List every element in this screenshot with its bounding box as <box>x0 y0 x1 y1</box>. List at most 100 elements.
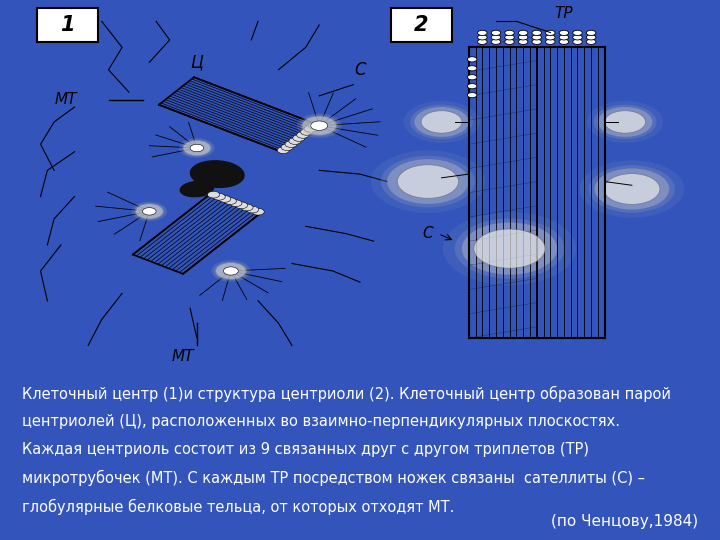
Circle shape <box>467 66 477 71</box>
Circle shape <box>219 195 231 202</box>
Circle shape <box>559 35 569 40</box>
Circle shape <box>491 39 500 44</box>
Circle shape <box>572 30 582 36</box>
Circle shape <box>586 35 596 40</box>
Circle shape <box>281 144 293 151</box>
Circle shape <box>477 39 487 44</box>
Text: центриолей (Ц), расположенных во взаимно-перпендикулярных плоскостях.: центриолей (Ц), расположенных во взаимно… <box>22 414 620 429</box>
Circle shape <box>505 39 514 44</box>
Circle shape <box>212 260 251 282</box>
Circle shape <box>518 30 528 36</box>
Circle shape <box>467 57 477 62</box>
Circle shape <box>132 201 167 221</box>
FancyBboxPatch shape <box>390 8 451 42</box>
Circle shape <box>474 229 545 268</box>
Circle shape <box>297 132 309 138</box>
Circle shape <box>302 116 336 135</box>
Circle shape <box>532 35 541 40</box>
Circle shape <box>491 30 500 36</box>
Circle shape <box>190 144 204 152</box>
Text: глобулярные белковые тельца, от которых отходят МТ.: глобулярные белковые тельца, от которых … <box>22 498 454 515</box>
Circle shape <box>215 262 247 280</box>
Text: Ц: Ц <box>190 53 203 71</box>
Circle shape <box>559 39 569 44</box>
Ellipse shape <box>191 161 244 187</box>
Circle shape <box>184 140 210 156</box>
Circle shape <box>230 200 242 206</box>
Circle shape <box>223 267 238 275</box>
Circle shape <box>289 138 301 144</box>
Text: 1: 1 <box>60 15 75 35</box>
Circle shape <box>559 30 569 36</box>
Text: (по Ченцову,1984): (по Ченцову,1984) <box>552 514 698 529</box>
Circle shape <box>308 123 320 129</box>
Circle shape <box>477 30 487 36</box>
Circle shape <box>246 206 258 213</box>
Circle shape <box>477 35 487 40</box>
Circle shape <box>580 160 684 218</box>
Circle shape <box>586 39 596 44</box>
Circle shape <box>403 101 480 143</box>
Circle shape <box>505 30 514 36</box>
Circle shape <box>182 140 212 156</box>
Circle shape <box>605 111 645 133</box>
Circle shape <box>397 165 459 198</box>
Circle shape <box>604 174 660 204</box>
Circle shape <box>277 147 289 153</box>
Circle shape <box>285 141 297 147</box>
Circle shape <box>297 113 341 138</box>
Circle shape <box>410 105 473 139</box>
Circle shape <box>179 138 215 158</box>
Circle shape <box>300 129 312 135</box>
Circle shape <box>135 203 164 220</box>
Circle shape <box>224 198 236 205</box>
Circle shape <box>595 168 670 210</box>
Text: ТР: ТР <box>554 6 573 22</box>
Circle shape <box>135 204 163 219</box>
Text: МТ: МТ <box>172 349 194 364</box>
Circle shape <box>462 222 557 275</box>
Circle shape <box>293 134 305 141</box>
Circle shape <box>532 30 541 36</box>
Circle shape <box>518 35 528 40</box>
Circle shape <box>311 121 328 130</box>
Text: С: С <box>354 61 366 79</box>
Circle shape <box>594 105 657 139</box>
Circle shape <box>241 204 253 211</box>
Circle shape <box>143 207 156 215</box>
Circle shape <box>589 165 675 213</box>
Circle shape <box>235 202 248 208</box>
Circle shape <box>546 35 555 40</box>
FancyBboxPatch shape <box>37 8 99 42</box>
Text: 2: 2 <box>414 15 428 35</box>
Circle shape <box>586 30 596 36</box>
Text: С: С <box>423 226 433 241</box>
Circle shape <box>305 125 317 132</box>
Circle shape <box>532 39 541 44</box>
Ellipse shape <box>180 181 214 197</box>
Circle shape <box>467 84 477 89</box>
Circle shape <box>572 35 582 40</box>
Circle shape <box>216 263 246 279</box>
Circle shape <box>598 107 652 137</box>
Text: МТ: МТ <box>54 92 76 107</box>
Circle shape <box>467 75 477 80</box>
Circle shape <box>387 159 469 204</box>
Text: микротрубочек (МТ). С каждым ТР посредством ножек связаны  сателлиты (С) –: микротрубочек (МТ). С каждым ТР посредст… <box>22 470 644 487</box>
Circle shape <box>505 35 514 40</box>
Circle shape <box>415 107 469 137</box>
Circle shape <box>381 156 475 207</box>
Circle shape <box>443 212 576 285</box>
Circle shape <box>546 39 555 44</box>
Circle shape <box>546 30 555 36</box>
Text: Каждая центриоль состоит из 9 связанных друг с другом триплетов (ТР): Каждая центриоль состоит из 9 связанных … <box>22 442 589 457</box>
Text: Клеточный центр (1)и структура центриоли (2). Клеточный центр образован парой: Клеточный центр (1)и структура центриоли… <box>22 386 670 402</box>
Circle shape <box>587 101 663 143</box>
Circle shape <box>371 150 485 213</box>
Circle shape <box>252 208 264 215</box>
Circle shape <box>213 193 225 200</box>
Circle shape <box>455 219 564 279</box>
Circle shape <box>300 116 338 136</box>
Circle shape <box>491 35 500 40</box>
Circle shape <box>467 92 477 98</box>
